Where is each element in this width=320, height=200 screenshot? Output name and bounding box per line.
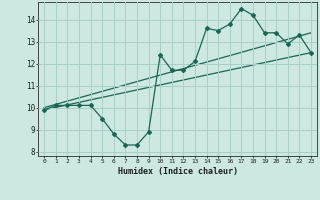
X-axis label: Humidex (Indice chaleur): Humidex (Indice chaleur) [118,167,238,176]
